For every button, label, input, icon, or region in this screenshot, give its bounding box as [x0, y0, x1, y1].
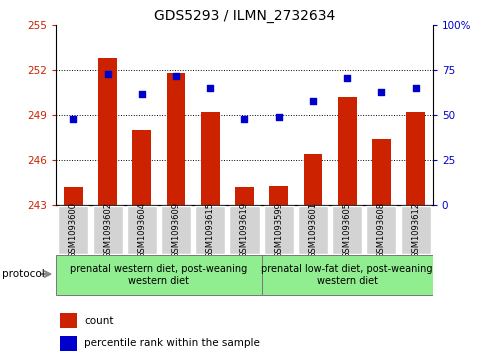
FancyBboxPatch shape [261, 254, 432, 295]
FancyBboxPatch shape [263, 205, 293, 254]
Point [343, 75, 350, 81]
FancyBboxPatch shape [126, 205, 157, 254]
Text: GSM1093602: GSM1093602 [103, 201, 112, 258]
FancyBboxPatch shape [297, 205, 327, 254]
Bar [64, 187, 82, 205]
FancyBboxPatch shape [400, 205, 430, 254]
Point [103, 71, 111, 77]
FancyBboxPatch shape [331, 205, 362, 254]
Text: GSM1093604: GSM1093604 [137, 201, 146, 258]
Point [206, 85, 214, 91]
Text: percentile rank within the sample: percentile rank within the sample [84, 338, 260, 348]
FancyBboxPatch shape [56, 254, 261, 295]
Text: count: count [84, 316, 114, 326]
Text: GSM1093601: GSM1093601 [308, 201, 317, 258]
Text: GSM1093615: GSM1093615 [205, 201, 214, 258]
Text: protocol: protocol [2, 269, 45, 279]
FancyBboxPatch shape [92, 205, 122, 254]
Bar [269, 185, 287, 205]
Bar [166, 73, 185, 205]
FancyBboxPatch shape [366, 205, 396, 254]
Text: GSM1093605: GSM1093605 [342, 201, 351, 258]
FancyBboxPatch shape [161, 205, 191, 254]
Point [377, 89, 385, 95]
Bar [132, 130, 151, 205]
Text: GSM1093599: GSM1093599 [274, 202, 283, 257]
FancyBboxPatch shape [195, 205, 225, 254]
Text: GSM1093600: GSM1093600 [69, 201, 78, 258]
Bar [337, 97, 356, 205]
Point [308, 98, 316, 104]
Point [411, 85, 419, 91]
Text: GSM1093612: GSM1093612 [410, 201, 419, 258]
Point [274, 114, 282, 120]
Bar [406, 112, 424, 205]
Point [240, 116, 248, 122]
Point [138, 91, 145, 97]
Text: prenatal low-fat diet, post-weaning
western diet: prenatal low-fat diet, post-weaning west… [261, 264, 432, 286]
Text: prenatal western diet, post-weaning
western diet: prenatal western diet, post-weaning west… [70, 264, 247, 286]
Bar [303, 154, 322, 205]
Title: GDS5293 / ILMN_2732634: GDS5293 / ILMN_2732634 [154, 9, 334, 23]
FancyBboxPatch shape [58, 205, 88, 254]
Bar [60, 313, 77, 329]
Text: GSM1093608: GSM1093608 [376, 201, 385, 258]
Bar [98, 58, 117, 205]
Point [69, 116, 77, 122]
Bar [371, 139, 390, 205]
Text: GSM1093619: GSM1093619 [240, 201, 248, 258]
Bar [201, 112, 219, 205]
Point [172, 73, 180, 79]
Text: GSM1093609: GSM1093609 [171, 201, 180, 258]
FancyBboxPatch shape [229, 205, 259, 254]
Bar [235, 187, 253, 205]
Bar [60, 336, 77, 351]
